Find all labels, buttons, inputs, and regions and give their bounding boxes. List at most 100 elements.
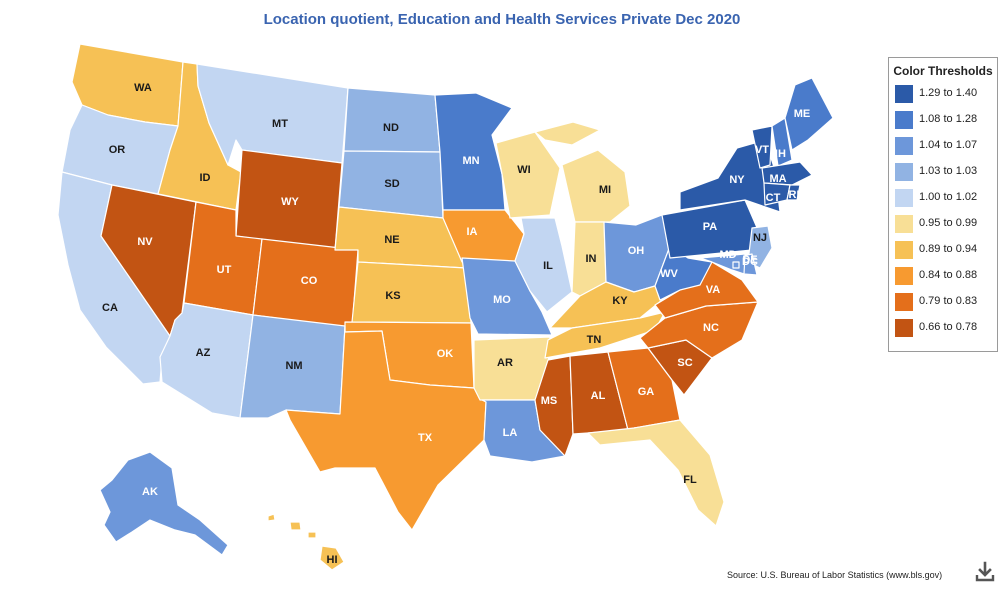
state-label-tn: TN <box>587 334 602 346</box>
state-label-ma: MA <box>769 173 786 185</box>
state-nd[interactable] <box>343 87 441 153</box>
state-label-ms: MS <box>541 395 558 407</box>
color-thresholds-legend: Color Thresholds 1.29 to 1.40 1.08 to 1.2… <box>888 57 998 352</box>
state-label-me: ME <box>794 108 811 120</box>
state-label-vt: VT <box>755 144 769 156</box>
state-label-nm: NM <box>285 360 302 372</box>
legend-item[interactable]: 1.03 to 1.03 <box>895 162 995 182</box>
legend-swatch <box>895 267 913 285</box>
state-label-in: IN <box>586 253 597 265</box>
state-vt[interactable] <box>751 125 773 169</box>
legend-item[interactable]: 1.04 to 1.07 <box>895 136 995 156</box>
state-label-sd: SD <box>384 178 399 190</box>
legend-label: 0.89 to 0.94 <box>919 243 978 255</box>
state-label-mo: MO <box>493 294 511 306</box>
legend-item[interactable]: 1.00 to 1.02 <box>895 188 995 208</box>
state-label-nv: NV <box>137 236 153 248</box>
legend-label: 1.29 to 1.40 <box>919 87 978 99</box>
state-label-ky: KY <box>612 295 628 307</box>
legend-swatch <box>895 215 913 233</box>
legend-item[interactable]: 0.79 to 0.83 <box>895 292 995 312</box>
state-label-ne: NE <box>384 234 399 246</box>
legend-item[interactable]: 0.95 to 0.99 <box>895 214 995 234</box>
legend-item[interactable]: 1.29 to 1.40 <box>895 84 995 104</box>
legend-swatch <box>895 163 913 181</box>
state-label-ct: CT <box>766 192 781 204</box>
state-ma[interactable] <box>761 161 813 186</box>
state-label-mi: MI <box>599 184 611 196</box>
state-label-va: VA <box>706 284 721 296</box>
legend-label: 0.84 to 0.88 <box>919 269 978 281</box>
state-label-nc: NC <box>703 322 719 334</box>
state-label-id: ID <box>200 172 211 184</box>
state-label-md: MD <box>719 249 736 261</box>
state-il[interactable] <box>514 217 573 313</box>
state-label-ia: IA <box>467 226 478 238</box>
state-label-ut: UT <box>217 264 232 276</box>
state-label-mn: MN <box>462 155 479 167</box>
state-label-ak: AK <box>142 486 158 498</box>
download-icon[interactable] <box>974 561 996 583</box>
state-tx[interactable] <box>285 325 487 531</box>
state-dc[interactable] <box>732 261 740 269</box>
map-title: Location quotient, Education and Health … <box>263 11 741 28</box>
state-label-wy: WY <box>281 196 299 208</box>
legend-label: 1.00 to 1.02 <box>919 191 978 203</box>
state-label-co: CO <box>301 275 318 287</box>
state-label-nh: NH <box>770 148 786 160</box>
state-label-nj: NJ <box>753 232 767 244</box>
state-md[interactable] <box>699 253 746 275</box>
state-label-sc: SC <box>677 357 692 369</box>
state-label-wi: WI <box>517 164 530 176</box>
legend-item[interactable]: 0.89 to 0.94 <box>895 240 995 260</box>
legend-swatch <box>895 293 913 311</box>
state-ks[interactable] <box>351 261 472 324</box>
state-me[interactable] <box>784 77 834 151</box>
state-label-nd: ND <box>383 122 399 134</box>
legend-swatch <box>895 319 913 337</box>
legend-swatch <box>895 111 913 129</box>
state-label-al: AL <box>591 390 606 402</box>
legend-title: Color Thresholds <box>893 64 993 78</box>
state-label-dc: DC <box>742 256 758 268</box>
legend-swatch <box>895 137 913 155</box>
state-tn[interactable] <box>544 311 666 359</box>
state-fl[interactable] <box>587 419 725 527</box>
legend-label: 1.03 to 1.03 <box>919 165 978 177</box>
state-label-mt: MT <box>272 118 288 130</box>
state-label-wa: WA <box>134 82 152 94</box>
state-label-oh: OH <box>628 245 645 257</box>
state-label-az: AZ <box>196 347 211 359</box>
state-ak[interactable] <box>99 451 229 556</box>
legend-label: 0.95 to 0.99 <box>919 217 978 229</box>
state-label-ga: GA <box>638 386 655 398</box>
legend-item[interactable]: 1.08 to 1.28 <box>895 110 995 130</box>
state-ri[interactable] <box>786 184 801 201</box>
state-hi[interactable] <box>267 513 345 571</box>
state-nh[interactable] <box>771 117 793 167</box>
legend-item[interactable]: 0.66 to 0.78 <box>895 318 995 338</box>
state-label-la: LA <box>503 427 518 439</box>
state-label-ar: AR <box>497 357 513 369</box>
state-label-wv: WV <box>660 268 678 280</box>
source-note: Source: U.S. Bureau of Labor Statistics … <box>727 570 943 580</box>
state-label-de: DE <box>742 254 757 266</box>
state-label-hi: HI <box>327 554 338 566</box>
legend-swatch <box>895 85 913 103</box>
state-label-ks: KS <box>385 290 400 302</box>
state-label-or: OR <box>109 144 126 156</box>
state-label-pa: PA <box>703 221 718 233</box>
state-label-tx: TX <box>418 432 433 444</box>
legend-swatch <box>895 189 913 207</box>
legend-label: 1.08 to 1.28 <box>919 113 978 125</box>
legend-item[interactable]: 0.84 to 0.88 <box>895 266 995 286</box>
legend-label: 1.04 to 1.07 <box>919 139 978 151</box>
legend-swatch <box>895 241 913 259</box>
state-label-fl: FL <box>683 474 697 486</box>
state-label-ri: RI <box>789 189 800 201</box>
state-label-ny: NY <box>729 174 745 186</box>
state-label-il: IL <box>543 260 553 272</box>
legend-label: 0.79 to 0.83 <box>919 295 978 307</box>
legend-label: 0.66 to 0.78 <box>919 321 978 333</box>
